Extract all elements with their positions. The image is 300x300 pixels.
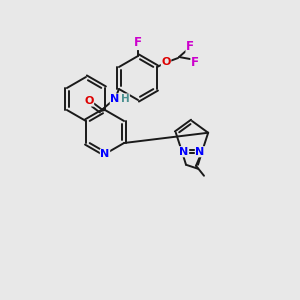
Text: F: F (186, 40, 194, 53)
Text: F: F (134, 37, 142, 50)
Text: N: N (100, 149, 109, 159)
Text: N: N (195, 147, 205, 157)
Text: O: O (161, 57, 171, 67)
Text: O: O (84, 96, 94, 106)
Text: F: F (191, 56, 199, 68)
Text: N: N (110, 94, 120, 104)
Text: H: H (121, 94, 129, 104)
Text: N: N (179, 147, 189, 157)
